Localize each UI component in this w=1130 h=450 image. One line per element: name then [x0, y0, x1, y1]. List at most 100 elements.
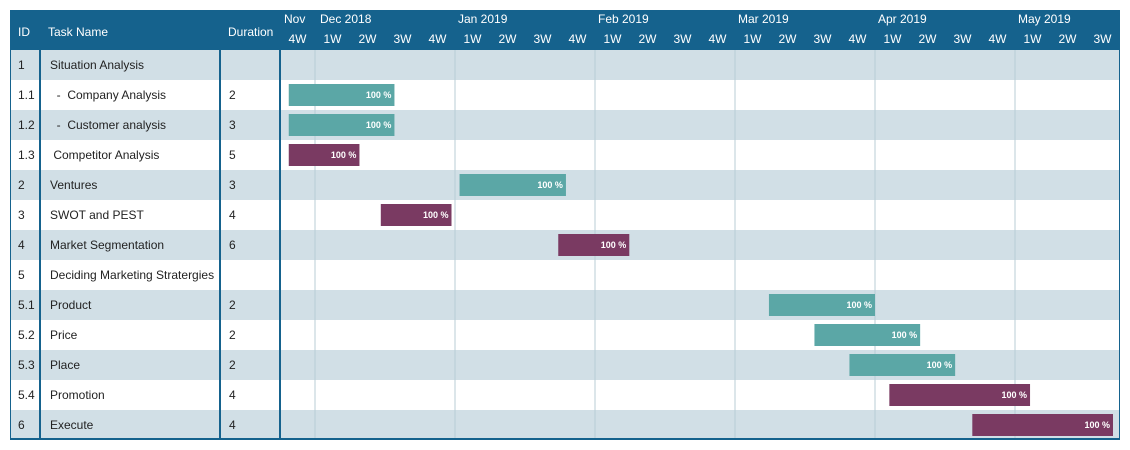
task-id: 5.1 — [18, 298, 35, 312]
week-label: 3W — [394, 32, 413, 46]
table-row — [10, 50, 1120, 80]
task-bar[interactable] — [380, 204, 452, 226]
table-row — [10, 80, 1120, 110]
task-bar[interactable] — [459, 174, 566, 196]
week-label: 4W — [709, 32, 728, 46]
month-label: May 2019 — [1018, 12, 1071, 26]
task-progress-label: 100 % — [1084, 420, 1110, 430]
week-label: 1W — [324, 32, 343, 46]
task-bar[interactable] — [889, 384, 1031, 406]
task-duration: 2 — [229, 298, 236, 312]
task-name: Price — [50, 328, 78, 342]
task-id: 4 — [18, 238, 25, 252]
month-label: Nov — [284, 12, 305, 26]
task-name: Deciding Marketing Stratergies — [50, 268, 214, 282]
task-duration: 2 — [229, 358, 236, 372]
month-label: Feb 2019 — [598, 12, 649, 26]
week-label: 1W — [884, 32, 903, 46]
week-label: 1W — [604, 32, 623, 46]
task-id: 6 — [18, 418, 25, 432]
month-label: Dec 2018 — [320, 12, 372, 26]
task-name: Place — [50, 358, 80, 372]
task-bar[interactable] — [288, 144, 360, 166]
task-bar[interactable] — [768, 294, 875, 316]
week-label: 4W — [289, 32, 308, 46]
week-label: 3W — [534, 32, 553, 46]
week-label: 2W — [639, 32, 658, 46]
task-duration: 3 — [229, 118, 236, 132]
column-header-duration: Duration — [228, 25, 273, 39]
task-id: 2 — [18, 178, 25, 192]
task-name: Situation Analysis — [50, 58, 144, 72]
table-row — [10, 110, 1120, 140]
week-label: 4W — [429, 32, 448, 46]
week-label: 3W — [674, 32, 693, 46]
week-label: 1W — [1024, 32, 1043, 46]
task-bar[interactable] — [972, 414, 1113, 436]
table-row — [10, 260, 1120, 290]
task-progress-label: 100 % — [1002, 390, 1028, 400]
task-id: 5.3 — [18, 358, 35, 372]
task-id: 1.2 — [18, 118, 35, 132]
task-name: Market Segmentation — [50, 238, 164, 252]
task-progress-label: 100 % — [366, 90, 392, 100]
task-bar[interactable] — [814, 324, 921, 346]
week-label: 2W — [499, 32, 518, 46]
task-bar[interactable] — [558, 234, 630, 256]
task-bar[interactable] — [288, 114, 395, 136]
task-id: 5 — [18, 268, 25, 282]
table-row — [10, 320, 1120, 350]
task-id: 1.3 — [18, 148, 35, 162]
week-label: 4W — [569, 32, 588, 46]
month-label: Mar 2019 — [738, 12, 789, 26]
task-progress-label: 100 % — [601, 240, 627, 250]
task-duration: 6 — [229, 238, 236, 252]
table-row — [10, 410, 1120, 440]
task-duration: 2 — [229, 328, 236, 342]
task-duration: 4 — [229, 208, 236, 222]
task-duration: 2 — [229, 88, 236, 102]
task-duration: 4 — [229, 418, 236, 432]
task-name: Product — [50, 298, 92, 312]
week-label: 2W — [919, 32, 938, 46]
task-id: 1.1 — [18, 88, 35, 102]
table-row — [10, 140, 1120, 170]
task-id: 1 — [18, 58, 25, 72]
task-name: Ventures — [50, 178, 97, 192]
task-id: 3 — [18, 208, 25, 222]
column-header-id: ID — [18, 25, 30, 39]
week-label: 4W — [989, 32, 1008, 46]
week-label: 1W — [744, 32, 763, 46]
week-label: 1W — [464, 32, 483, 46]
task-duration: 3 — [229, 178, 236, 192]
task-duration: 4 — [229, 388, 236, 402]
table-row — [10, 290, 1120, 320]
task-progress-label: 100 % — [366, 120, 392, 130]
week-label: 3W — [954, 32, 973, 46]
task-progress-label: 100 % — [331, 150, 357, 160]
task-progress-label: 100 % — [423, 210, 449, 220]
week-label: 2W — [779, 32, 798, 46]
task-progress-label: 100 % — [927, 360, 953, 370]
gantt-chart: ID Task Name Duration Nov Dec 2018 Jan 2019 Fe… — [10, 10, 1120, 440]
task-name: Competitor Analysis — [50, 148, 159, 162]
table-row — [10, 200, 1120, 230]
month-label: Apr 2019 — [878, 12, 927, 26]
task-duration: 5 — [229, 148, 236, 162]
task-progress-label: 100 % — [537, 180, 563, 190]
task-progress-label: 100 % — [846, 300, 872, 310]
month-label: Jan 2019 — [458, 12, 508, 26]
task-id: 5.4 — [18, 388, 35, 402]
week-label: 4W — [849, 32, 868, 46]
week-label: 2W — [359, 32, 378, 46]
task-id: 5.2 — [18, 328, 35, 342]
column-header-task-name: Task Name — [48, 25, 108, 39]
task-bar[interactable] — [288, 84, 395, 106]
week-label: 3W — [1094, 32, 1113, 46]
task-bar[interactable] — [849, 354, 956, 376]
task-name: Execute — [50, 418, 94, 432]
task-progress-label: 100 % — [892, 330, 918, 340]
task-name: SWOT and PEST — [50, 208, 144, 222]
week-label: 2W — [1059, 32, 1078, 46]
header-bar — [10, 10, 1120, 50]
